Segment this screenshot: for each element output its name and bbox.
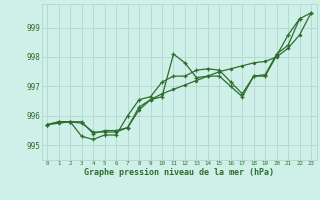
X-axis label: Graphe pression niveau de la mer (hPa): Graphe pression niveau de la mer (hPa) — [84, 168, 274, 177]
